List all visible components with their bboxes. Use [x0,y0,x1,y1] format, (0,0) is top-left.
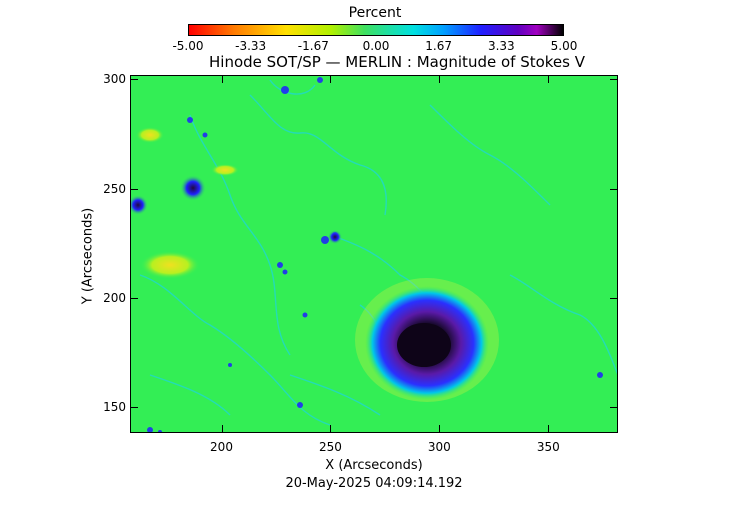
axis-tick [548,75,550,83]
axis-tick [221,75,223,83]
colorbar-tick-label: 3.33 [487,39,515,53]
plot-title: Hinode SOT/SP — MERLIN : Magnitude of St… [209,53,585,71]
colorbar-title: Percent [348,5,402,21]
axis-tick [610,297,618,299]
axis-tick [130,406,138,408]
axis-tick [130,188,138,190]
x-axis-label: X (Arcseconds) [325,458,423,473]
yellow-patch [136,127,164,143]
axis-tick [330,75,332,83]
yellow-patch [140,251,200,279]
y-tick-label: 250 [103,181,126,196]
x-tick-label: 300 [427,440,451,454]
timestamp: 20-May-2025 04:09:14.192 [285,476,463,491]
colorbar-tick-label: 0.00 [362,39,390,53]
axis-tick [439,425,441,433]
y-axis-label: Y (Arcseconds) [80,207,96,305]
magnetogram-svg [130,75,618,433]
axis-tick [330,425,332,433]
colorbar [188,24,564,36]
y-tick-label: 150 [103,399,126,414]
axis-tick [610,406,618,408]
x-tick-label: 200 [210,440,233,454]
colorbar-tick-label: -5.00 [172,39,204,53]
axis-tick [548,425,550,433]
axis-tick [610,79,618,81]
sunspot-umbra [397,323,451,367]
yellow-patch [211,164,239,176]
y-tick-label: 200 [103,290,126,305]
colorbar-tick-label: 1.67 [425,39,453,53]
pore-spot [328,230,342,244]
colorbar-tick-label: 5.00 [550,39,578,53]
y-tick-label: 300 [103,72,126,87]
colorbar-tick-label: -1.67 [297,39,329,53]
axis-tick [439,75,441,83]
stokes-v-image [130,75,618,433]
axis-tick [610,188,618,190]
pore-spot [130,195,148,215]
axis-tick [221,425,223,433]
axis-tick [130,79,138,81]
x-tick-label: 250 [318,440,342,454]
colorbar-tick-label: -3.33 [235,39,267,53]
pore-spot [180,175,206,201]
axis-tick [130,297,138,299]
x-tick-label: 350 [536,440,560,454]
